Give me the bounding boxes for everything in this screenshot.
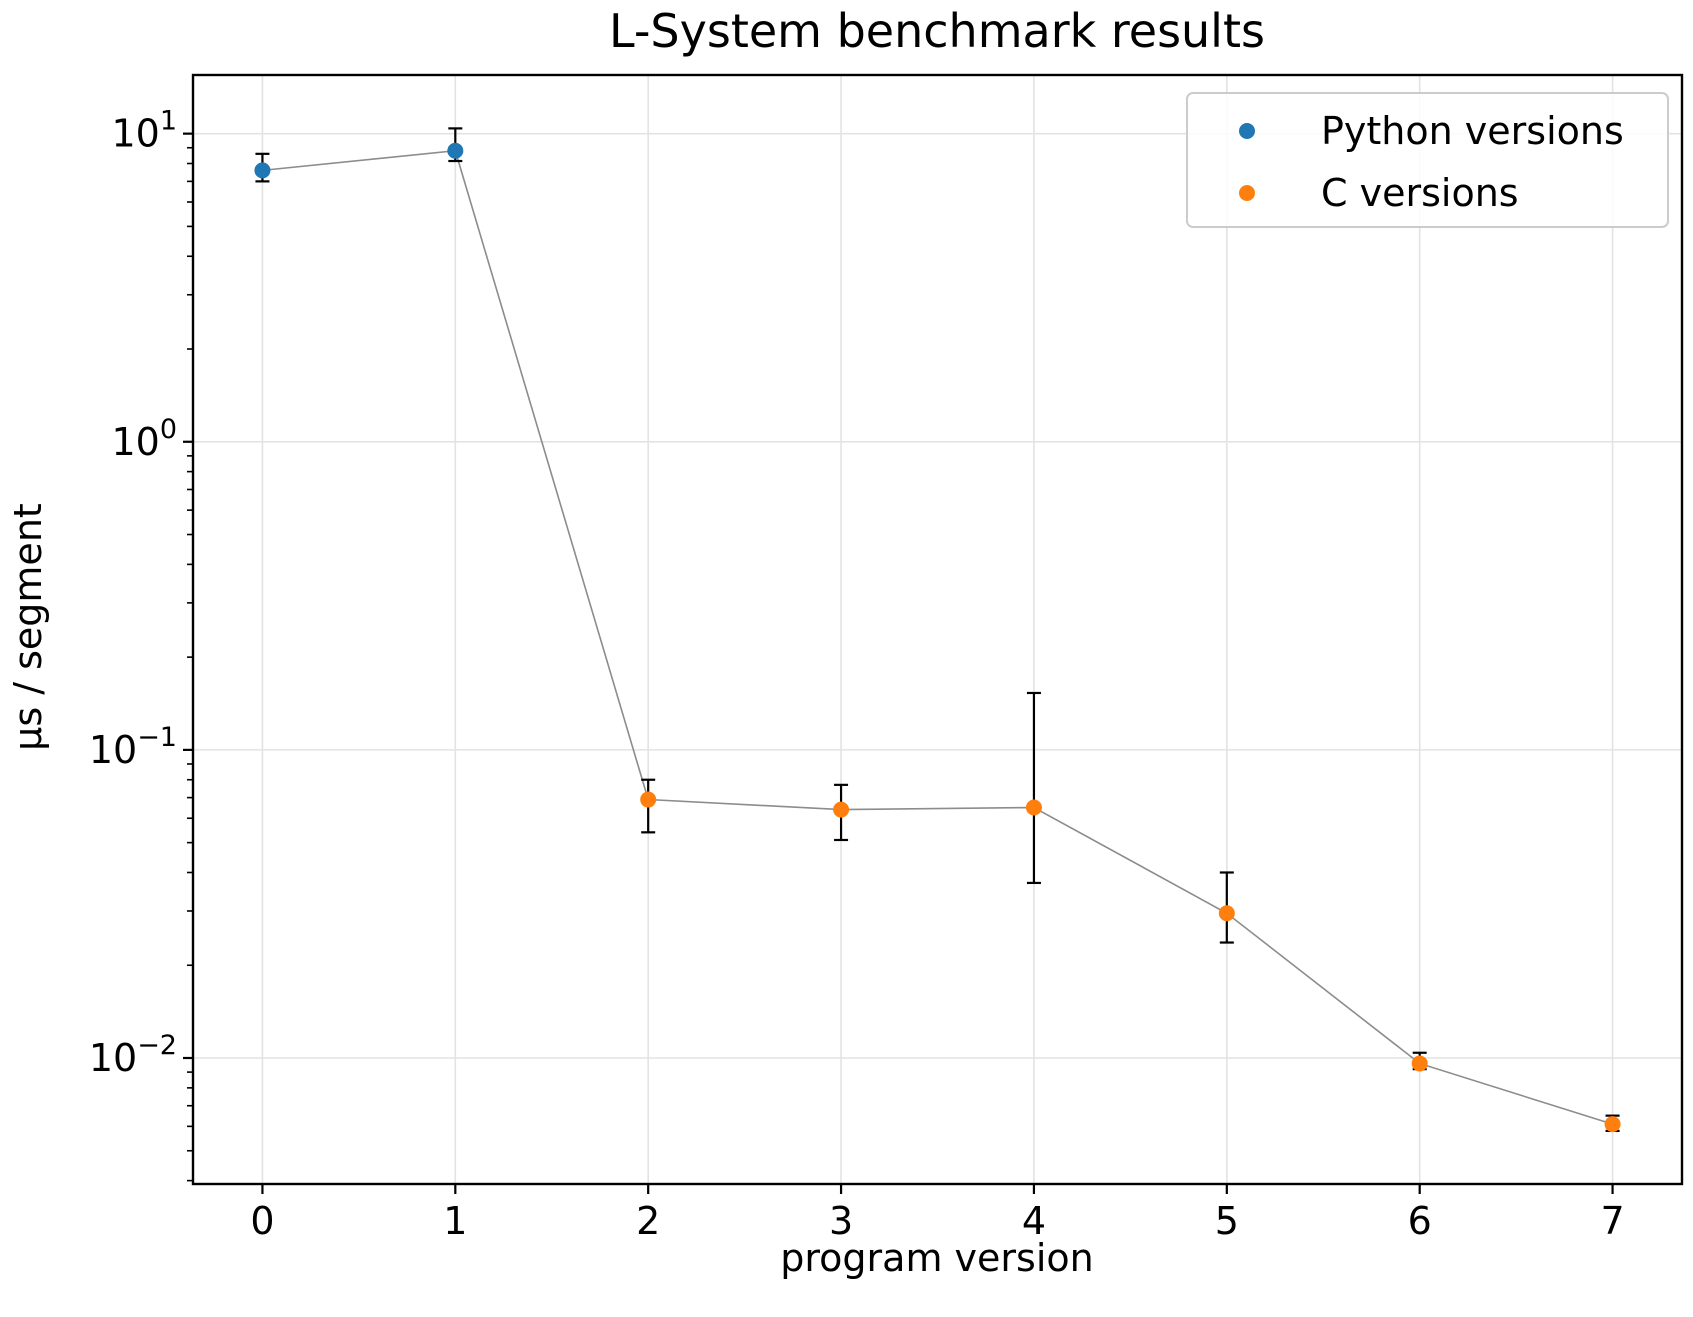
connecting-line (262, 149, 1613, 1125)
legend-box (1186, 92, 1669, 228)
grid-layer (193, 75, 1682, 1184)
legend-label: Python versions (1321, 109, 1624, 153)
c-data-point (833, 801, 850, 818)
y-axis-label: μs / segment (6, 503, 50, 751)
python-data-point (254, 162, 271, 179)
error-bar-layer (255, 127, 1620, 1132)
c-data-point (1604, 1116, 1621, 1133)
legend-marker (1239, 185, 1255, 201)
c-data-point (640, 791, 657, 808)
c-data-point (1218, 905, 1235, 922)
legend: Python versions C versions (1186, 92, 1669, 228)
chart-title: L-System benchmark results (609, 4, 1265, 58)
c-data-point (1025, 799, 1042, 816)
plot-frame (191, 73, 1684, 1186)
connecting-line-layer (262, 149, 1613, 1125)
legend-label: C versions (1321, 171, 1519, 215)
y-tick-label: 100 (111, 414, 177, 464)
c-data-point (1411, 1055, 1428, 1072)
x-tick-label: 6 (1408, 1199, 1432, 1243)
y-tick-label: 10−1 (89, 722, 177, 772)
point-layer (254, 142, 1621, 1133)
y-tick-label: 10−2 (89, 1030, 177, 1080)
x-tick-label: 2 (636, 1199, 660, 1243)
x-axis-label: program version (780, 1236, 1093, 1280)
python-data-point (447, 142, 464, 159)
x-tick-label: 3 (829, 1199, 853, 1243)
x-tick-label: 0 (250, 1199, 274, 1243)
tick-layer: 0 1 2 3 4 5 6 7 10−2 10−1 100 101 (89, 106, 1625, 1243)
x-tick-label: 5 (1215, 1199, 1239, 1243)
x-tick-label: 1 (443, 1199, 467, 1243)
x-tick-label: 4 (1022, 1199, 1046, 1243)
y-tick-label: 101 (111, 106, 177, 156)
x-tick-label: 7 (1600, 1199, 1624, 1243)
legend-marker (1239, 123, 1255, 139)
